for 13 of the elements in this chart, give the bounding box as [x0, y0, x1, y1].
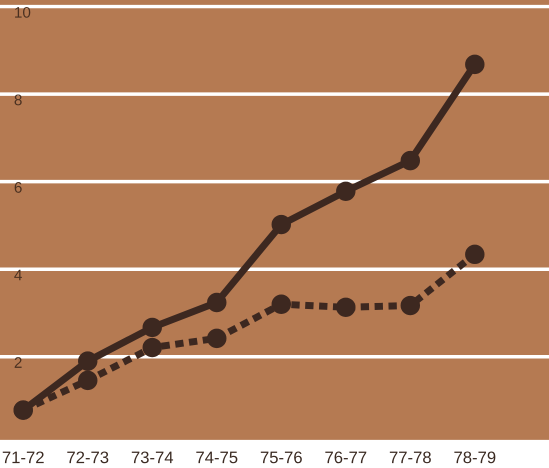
- x-tick-label: 74-75: [196, 452, 238, 464]
- y-tick-label: 8: [14, 94, 22, 106]
- x-tick-label: 73-74: [132, 451, 174, 464]
- y-tick-label: 10: [15, 6, 30, 18]
- x-tick-label: 75-76: [260, 451, 302, 464]
- x-tick-label: 77-78: [390, 451, 431, 464]
- y-tick-label: 4: [14, 270, 22, 280]
- x-tick-label: 71-72: [2, 451, 44, 464]
- x-tick-label: 78-79: [454, 451, 496, 464]
- y-tick-label: 6: [14, 182, 22, 193]
- x-tick-label: 76-77: [325, 451, 366, 464]
- y-tick-label: 2: [14, 357, 22, 368]
- x-tick-label: 72-73: [67, 451, 108, 464]
